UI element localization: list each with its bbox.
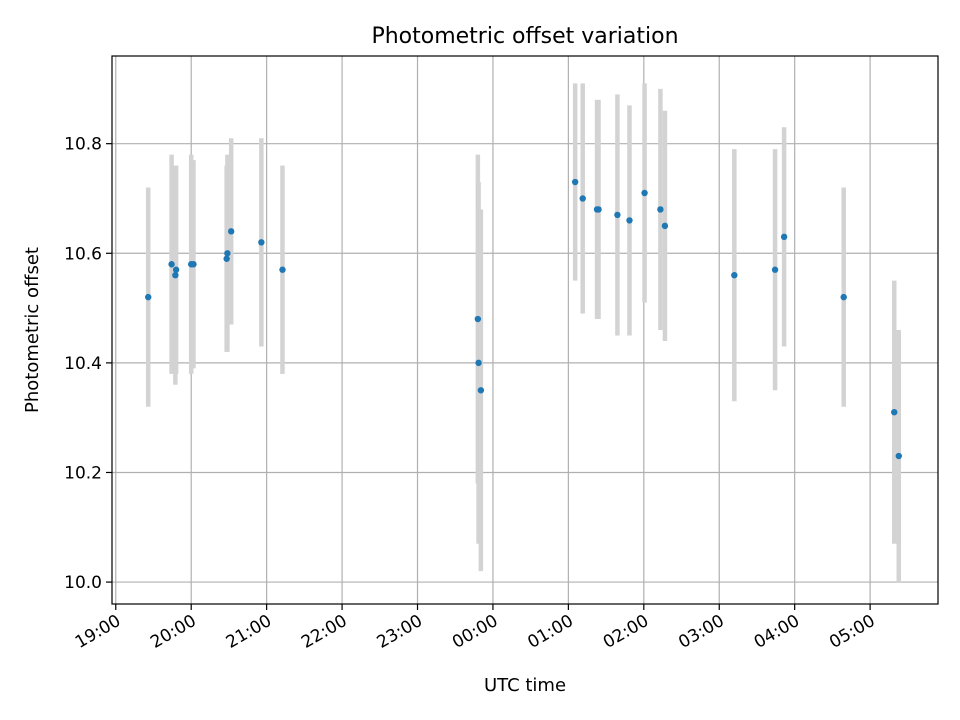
data-point — [614, 211, 621, 219]
data-point — [477, 387, 485, 394]
y-tick-label: 10.6 — [64, 244, 102, 264]
data-point — [145, 293, 152, 301]
y-tick-label: 10.2 — [64, 463, 102, 483]
data-point — [840, 293, 847, 301]
data-point — [891, 409, 898, 416]
data-point — [168, 261, 175, 268]
data-point — [780, 233, 788, 241]
data-point — [571, 178, 579, 186]
chart-title: Photometric offset variation — [371, 24, 678, 49]
x-axis-label: UTC time — [484, 675, 566, 696]
data-point — [172, 266, 180, 273]
data-point — [661, 222, 669, 230]
data-point — [475, 359, 482, 367]
y-tick-label: 10.4 — [64, 354, 102, 374]
data-point — [224, 250, 231, 257]
data-point — [771, 266, 779, 273]
y-axis-ticks: 10.0 10.2 10.4 10.6 10.8 — [64, 135, 112, 593]
data-point — [595, 206, 602, 213]
data-point — [279, 266, 286, 273]
data-point — [626, 217, 633, 224]
data-point — [579, 195, 586, 202]
data-point — [227, 228, 235, 235]
data-point — [731, 272, 738, 279]
y-tick-label: 10.0 — [64, 573, 102, 593]
data-points — [145, 178, 902, 460]
data-point — [657, 206, 664, 213]
data-point — [474, 315, 482, 323]
data-point — [190, 261, 197, 268]
data-point — [172, 272, 179, 279]
data-point — [641, 189, 648, 197]
y-tick-label: 10.8 — [64, 135, 102, 155]
plot-frame — [111, 55, 939, 605]
data-point — [258, 239, 265, 246]
data-point — [895, 452, 902, 460]
y-axis-label: Photometric offset — [22, 247, 43, 413]
data-point — [223, 255, 230, 262]
